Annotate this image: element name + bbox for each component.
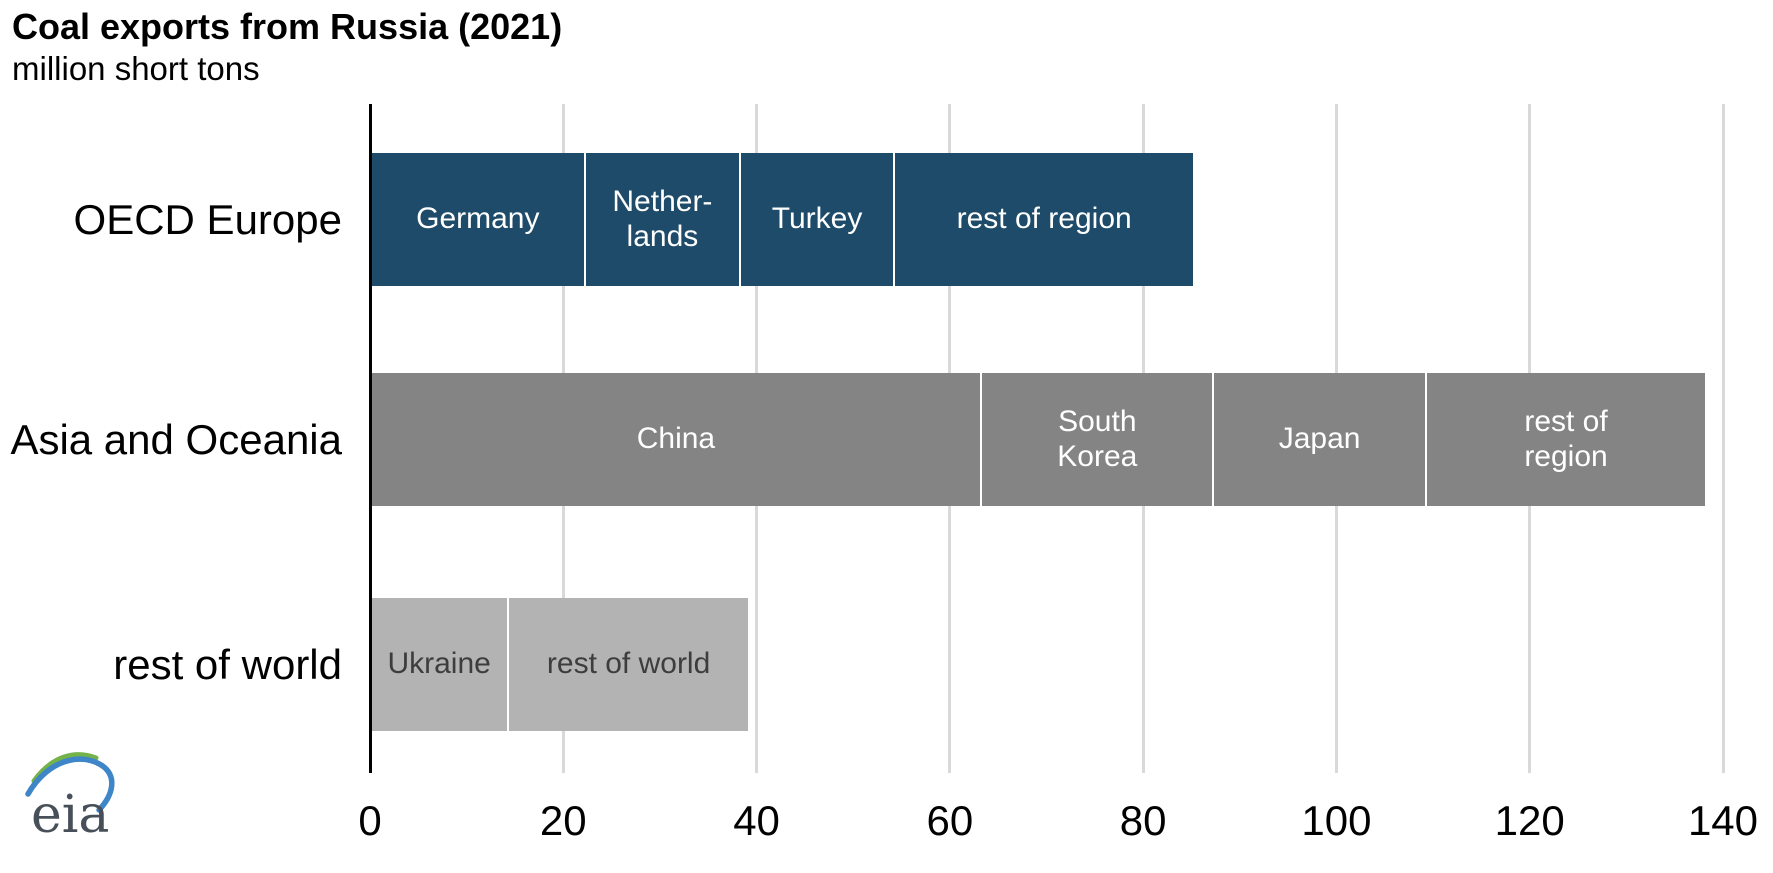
chart-subtitle: million short tons <box>12 50 260 87</box>
bar-segment-rest-of-world: rest of world <box>506 598 749 731</box>
x-tick-label-40: 40 <box>733 797 780 844</box>
eia-logo-text: eia <box>31 785 109 845</box>
bar-segment-rest-of-region: rest of region <box>1424 373 1705 506</box>
x-tick-label-0: 0 <box>358 797 382 844</box>
bar-asia-and-oceania: China South Korea Japan rest of region <box>371 373 1706 506</box>
x-tick-label-140: 140 <box>1687 797 1759 844</box>
bar-segment-germany: Germany <box>416 202 540 236</box>
gridline-140 <box>1721 104 1725 773</box>
x-tick-label-120: 120 <box>1494 797 1565 844</box>
bar-segment-japan: Japan <box>1212 373 1425 506</box>
eia-logo: eia <box>25 752 115 845</box>
y-axis-line <box>368 104 372 773</box>
bar-segment-china: China <box>636 422 716 456</box>
bar-segment-netherlands: Nether- lands <box>584 153 739 286</box>
x-tick-label-80: 80 <box>1119 797 1167 844</box>
category-label-asia-and-oceania: Asia and Oceania <box>10 415 342 463</box>
category-label-oecd-europe: OECD Europe <box>73 195 342 243</box>
bar-rest-of-world: Ukraine rest of world <box>371 598 749 731</box>
category-label-rest-of-world: rest of world <box>113 640 342 688</box>
chart-title: Coal exports from Russia (2021) <box>12 6 563 47</box>
eia-logo-blue-arc-icon <box>25 756 115 813</box>
x-tick-label-20: 20 <box>539 797 587 844</box>
x-tick-label-60: 60 <box>926 797 974 844</box>
bar-oecd-europe: Germany Nether- lands Turkey rest of region <box>371 153 1193 286</box>
bar-segment-south-korea: South Korea <box>980 373 1212 506</box>
x-tick-label-100: 100 <box>1301 797 1372 844</box>
bar-segment-turkey: Turkey <box>738 153 894 286</box>
bar-segment-rest-of-region: rest of region <box>893 153 1193 286</box>
bar-segment-ukraine: Ukraine <box>387 647 491 681</box>
